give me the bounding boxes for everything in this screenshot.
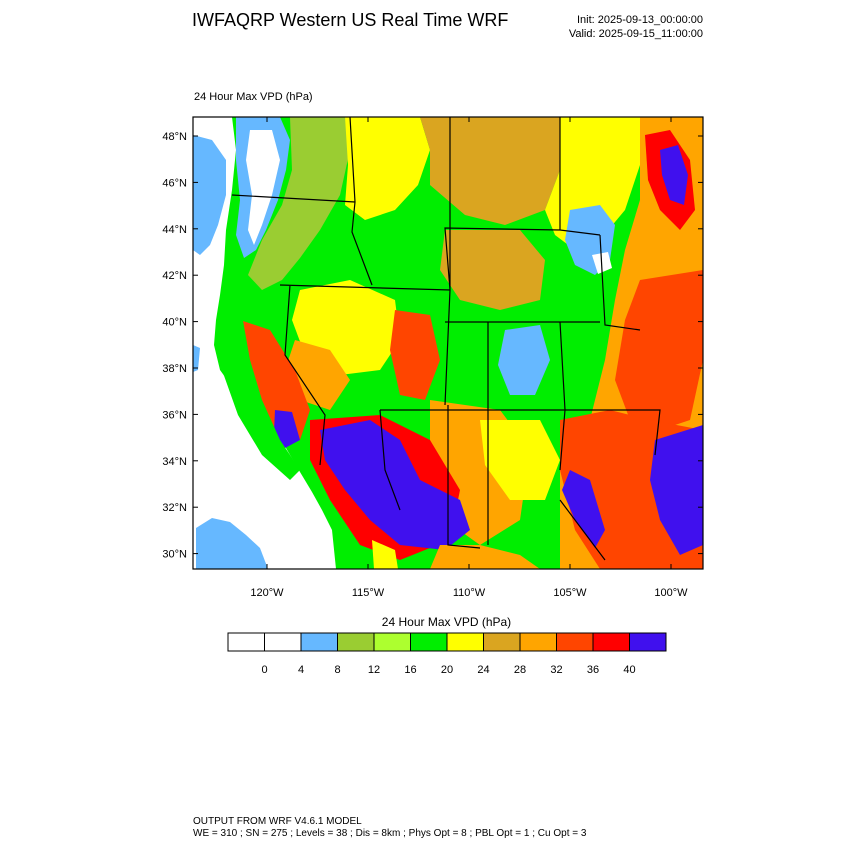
colorbar-label: 16	[404, 664, 416, 676]
ocean-area	[193, 117, 336, 569]
colorbar-title: 24 Hour Max VPD (hPa)	[381, 615, 512, 629]
dakotas-yellow	[545, 117, 640, 250]
colorbar-swatch	[592, 632, 630, 652]
nd-purple	[660, 145, 688, 205]
ocean-patch-mid	[193, 345, 200, 372]
colorbar-swatch	[264, 632, 302, 652]
colorbar-label: 8	[334, 664, 340, 676]
lat-label: 30°N	[162, 549, 187, 561]
colorbar-label: 36	[587, 664, 599, 676]
colorbar-label: 12	[368, 664, 380, 676]
colorbar-swatch	[483, 632, 521, 652]
lat-label: 32°N	[162, 502, 187, 514]
colorbar-label: 20	[441, 664, 453, 676]
lat-label: 38°N	[162, 363, 187, 375]
lon-ticks: 120°W 115°W 110°W 105°W 100°W	[250, 117, 688, 599]
colorbar-label: 4	[298, 664, 304, 676]
ocean-patch-south	[196, 518, 268, 569]
ca-purple	[274, 410, 300, 448]
valid-time: Valid: 2025-09-15_11:00:00	[568, 28, 703, 40]
colorbar-swatch	[337, 632, 375, 652]
lat-label: 42°N	[162, 270, 187, 282]
colorbar-swatch	[519, 632, 557, 652]
colorbar-swatch	[556, 632, 594, 652]
lat-label: 46°N	[162, 177, 187, 189]
baja-yellow	[372, 540, 398, 569]
lon-label: 120°W	[250, 587, 284, 599]
colorbar-swatch	[629, 632, 667, 652]
wyoming-orange	[440, 230, 545, 310]
chart-title: IWFAQRP Western US Real Time WRF	[192, 10, 509, 30]
colorbar-label: 32	[550, 664, 562, 676]
footer-model: OUTPUT FROM WRF V4.6.1 MODEL	[193, 816, 362, 827]
mexico-orange	[430, 545, 540, 569]
texas-purple-west	[562, 470, 605, 548]
colorbar-swatch	[410, 632, 448, 652]
map-frame	[192, 116, 704, 570]
nm-yellow	[480, 420, 560, 500]
init-time: Init: 2025-09-13_00:00:00	[577, 14, 703, 26]
colorbar-swatch	[300, 632, 338, 652]
lat-label: 40°N	[162, 317, 187, 329]
footer-config: WE = 310 ; SN = 275 ; Levels = 38 ; Dis …	[193, 828, 587, 839]
boundaries	[231, 117, 661, 561]
colorbar-label: 0	[261, 664, 267, 676]
state-borders	[231, 117, 661, 561]
lat-ticks: 48°N 46°N 44°N 42°N 40°N 38°N 36°N 34°N 32°N 30°N	[162, 131, 703, 561]
lon-label: 100°W	[654, 587, 688, 599]
colorbar-label: 28	[514, 664, 526, 676]
ca-coast-green	[220, 300, 300, 480]
colorado-blue	[498, 325, 550, 395]
lat-label: 44°N	[162, 224, 187, 236]
desert-purple	[320, 420, 470, 550]
utah-red	[390, 310, 440, 400]
ocean-patch-north	[193, 135, 226, 255]
colorbar-swatch	[227, 632, 265, 652]
montana-orange	[420, 117, 560, 225]
lat-label: 48°N	[162, 131, 187, 143]
colorbar-label: 40	[623, 664, 635, 676]
plains-red-band	[615, 270, 703, 430]
colorbar-swatch	[446, 632, 484, 652]
lon-label: 115°W	[352, 587, 385, 599]
colorbar-swatch	[373, 632, 411, 652]
lon-label: 105°W	[553, 587, 587, 599]
colorbar-label: 24	[477, 664, 489, 676]
pnw-white	[246, 130, 280, 245]
pnw-olive	[248, 117, 350, 290]
lon-label: 110°W	[453, 587, 486, 599]
field-label: 24 Hour Max VPD (hPa)	[194, 91, 313, 103]
lat-label: 34°N	[162, 456, 187, 468]
texas-purple-east	[650, 425, 703, 555]
lat-label: 36°N	[162, 409, 187, 421]
n-rockies-yellow	[345, 117, 430, 220]
colorbar: 0 4 8 12 16 20 24 28 32 36 40	[227, 632, 667, 676]
